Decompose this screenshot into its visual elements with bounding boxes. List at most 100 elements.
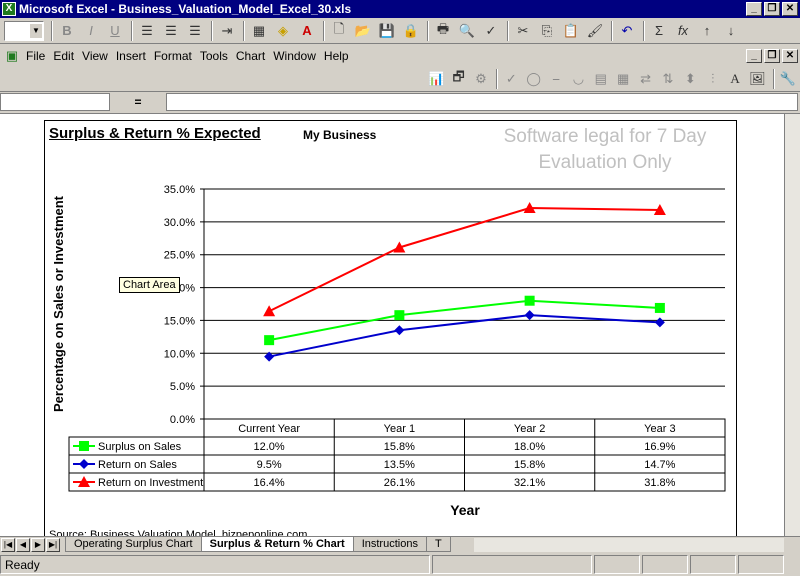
print-icon[interactable]: 🖶 bbox=[436, 20, 450, 36]
return-on-sales-point bbox=[394, 325, 405, 336]
underline-button[interactable]: U bbox=[110, 23, 120, 38]
surplus-on-sales-legend-marker bbox=[79, 441, 89, 451]
align-right-icon[interactable]: ☰ bbox=[189, 22, 201, 38]
data-table-value: 14.7% bbox=[644, 459, 675, 471]
swap-icon[interactable]: ⇄ bbox=[640, 70, 652, 86]
sort-descending-icon[interactable]: ↓ bbox=[727, 23, 735, 38]
x-category-label: Year 3 bbox=[644, 423, 675, 435]
sort-ascending-icon[interactable]: ↑ bbox=[703, 23, 711, 38]
menu-insert[interactable]: Insert bbox=[115, 49, 146, 63]
line-icon[interactable]: ⎯ bbox=[552, 70, 560, 86]
paste-icon[interactable]: 📋 bbox=[562, 22, 580, 38]
tab-instructions[interactable]: Instructions bbox=[352, 537, 427, 552]
check-icon[interactable]: ✓ bbox=[505, 70, 517, 86]
print-preview-icon[interactable]: 🔍 bbox=[458, 22, 476, 38]
format-painter-icon[interactable]: 🖌 bbox=[586, 22, 604, 38]
sheet-tab-bar: |◀ ◀ ▶ ▶| Operating Surplus Chart Surplu… bbox=[0, 536, 800, 552]
font-icon[interactable]: A bbox=[730, 70, 740, 86]
italic-button[interactable]: I bbox=[89, 23, 93, 38]
autosum-icon[interactable]: Σ bbox=[654, 23, 664, 38]
excel-icon: X bbox=[2, 2, 16, 16]
bold-button[interactable]: B bbox=[62, 23, 72, 38]
minimize-button[interactable]: _ bbox=[746, 2, 762, 16]
name-box[interactable] bbox=[0, 93, 110, 111]
formula-input[interactable] bbox=[166, 93, 798, 111]
status-text: Ready bbox=[0, 555, 430, 574]
restore-button[interactable]: ❐ bbox=[764, 2, 780, 16]
doc-restore-button[interactable]: ❐ bbox=[764, 49, 780, 63]
doc-close-button[interactable]: ✕ bbox=[782, 49, 798, 63]
table-icon[interactable]: ▤ bbox=[594, 70, 607, 86]
return-on-investment-point bbox=[263, 305, 276, 317]
align-left-icon[interactable]: ☰ bbox=[141, 22, 153, 38]
next-sheet-button[interactable]: ▶ bbox=[31, 537, 45, 552]
y-tick-label: 0.0% bbox=[170, 414, 195, 426]
indent-icon[interactable]: ⇥ bbox=[221, 22, 233, 38]
menu-edit[interactable]: Edit bbox=[53, 49, 75, 63]
save-icon[interactable]: 💾 bbox=[378, 22, 396, 38]
spelling-icon[interactable]: ✓ bbox=[485, 22, 497, 38]
copy-icon[interactable]: ⎘ bbox=[541, 22, 553, 38]
chart-element-icon[interactable]: ◯ bbox=[526, 70, 541, 86]
chart-area[interactable]: Surplus & Return % Expected My Business … bbox=[44, 120, 738, 541]
last-sheet-button[interactable]: ▶| bbox=[46, 537, 60, 552]
chart-options-icon[interactable]: ⚙ bbox=[475, 70, 487, 86]
tab-operating-surplus-chart[interactable]: Operating Surplus Chart bbox=[65, 537, 202, 552]
surplus-on-sales-point bbox=[394, 310, 405, 321]
menu-view[interactable]: View bbox=[82, 49, 108, 63]
font-size-combo[interactable] bbox=[4, 20, 44, 41]
horizontal-scrollbar[interactable] bbox=[474, 538, 784, 552]
open-icon[interactable]: 📂 bbox=[354, 22, 372, 38]
function-icon[interactable]: fx bbox=[677, 23, 689, 38]
align-center-icon[interactable]: ☰ bbox=[165, 22, 177, 38]
tab-surplus-return-chart[interactable]: Surplus & Return % Chart bbox=[200, 537, 354, 552]
cut-icon[interactable]: ✂ bbox=[517, 22, 529, 38]
chart-title: Surplus & Return % Expected bbox=[49, 125, 261, 142]
data-table-value: 18.0% bbox=[514, 441, 545, 453]
font-color-icon[interactable]: A bbox=[302, 23, 312, 38]
window-title: Microsoft Excel - Business_Valuation_Mod… bbox=[19, 2, 352, 16]
data-table-body bbox=[68, 436, 726, 492]
x-category-label: Current Year bbox=[238, 423, 300, 435]
return-on-investment-point bbox=[653, 204, 666, 216]
y-tick-label: 25.0% bbox=[164, 250, 195, 262]
doc-minimize-button[interactable]: _ bbox=[746, 49, 762, 63]
first-sheet-button[interactable]: |◀ bbox=[1, 537, 15, 552]
prev-sheet-button[interactable]: ◀ bbox=[16, 537, 30, 552]
y-tick-label: 30.0% bbox=[164, 217, 195, 229]
line-chart[interactable]: 0.0%5.0%10.0%15.0%20.0%25.0%30.0%35.0%Cu… bbox=[45, 121, 738, 541]
menu-tools[interactable]: Tools bbox=[199, 49, 228, 63]
y-tick-label: 10.0% bbox=[164, 348, 195, 360]
tab-truncated[interactable]: T bbox=[425, 537, 451, 552]
arc-icon[interactable]: ◡ bbox=[572, 70, 585, 86]
status-panel bbox=[690, 555, 736, 574]
menu-format[interactable]: Format bbox=[153, 49, 192, 63]
menu-file[interactable]: File bbox=[26, 49, 46, 63]
chart-subtitle: My Business bbox=[303, 128, 377, 142]
return-on-sales-legend-label: Return on Sales bbox=[98, 459, 177, 471]
data-table-value: 13.5% bbox=[384, 459, 415, 471]
menu-help[interactable]: Help bbox=[323, 49, 349, 63]
vertical-scrollbar[interactable] bbox=[785, 114, 800, 537]
tools-icon[interactable]: 🔧 bbox=[779, 70, 796, 86]
surplus-on-sales-point bbox=[524, 295, 535, 306]
permission-icon[interactable]: 🔒 bbox=[402, 22, 420, 38]
menu-chart[interactable]: Chart bbox=[235, 49, 266, 63]
text-icon[interactable]: ⫶ bbox=[711, 70, 715, 86]
image-icon[interactable]: 🖼 bbox=[749, 70, 766, 86]
data-table-value: 16.4% bbox=[254, 477, 285, 489]
new-icon[interactable]: 🗋 bbox=[333, 20, 345, 36]
menu-window[interactable]: Window bbox=[273, 49, 316, 63]
chart-wizard-icon[interactable]: 📊 bbox=[428, 70, 445, 86]
grid-icon[interactable]: ▦ bbox=[617, 70, 630, 86]
sort-icon[interactable]: ⇅ bbox=[662, 70, 674, 86]
y-tick-label: 35.0% bbox=[164, 184, 195, 196]
fill-color-icon[interactable]: ◈ bbox=[278, 22, 288, 38]
spin-icon[interactable]: ⬍ bbox=[684, 70, 696, 86]
data-table-value: 15.8% bbox=[384, 441, 415, 453]
undo-icon[interactable]: ↶ bbox=[621, 22, 633, 38]
chart-toolbar: 📊 🗗 ⚙ ✓ ◯ ⎯ ◡ ▤ ▦ ⇄ ⇅ ⬍ ⫶ A 🖼 🔧 bbox=[0, 66, 800, 92]
borders-icon[interactable]: ▦ bbox=[252, 22, 266, 38]
format-chart-icon[interactable]: 🗗 bbox=[452, 68, 465, 84]
close-button[interactable]: ✕ bbox=[782, 2, 798, 16]
